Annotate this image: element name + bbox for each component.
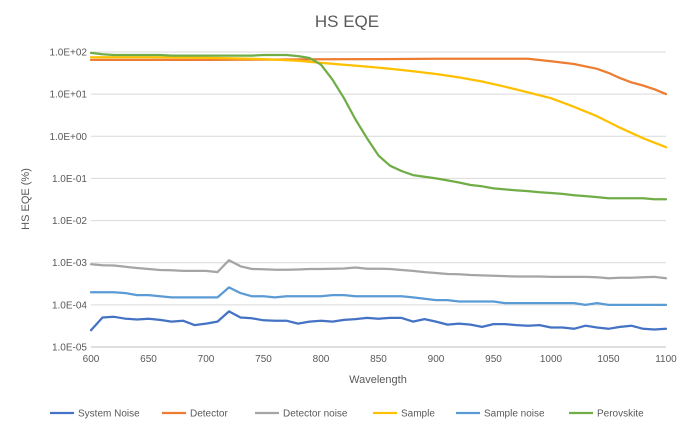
y-tick-label: 1.0E-01: [52, 174, 87, 185]
series-lines: [89, 51, 668, 332]
legend-label: Detector noise: [283, 409, 348, 420]
y-tick-label: 1.0E-04: [52, 300, 87, 311]
chart-title: HS EQE: [315, 12, 379, 31]
y-tick-label: 1.0E+02: [49, 48, 87, 59]
x-tick-label: 700: [198, 354, 215, 365]
legend: System Noise Detector Detector noise Sample…: [50, 409, 644, 420]
series-line-sample: [89, 56, 668, 149]
series-line-perovskite: [89, 51, 668, 201]
legend-label: Detector: [190, 409, 228, 420]
x-tick-label: 750: [255, 354, 272, 365]
y-tick-label: 1.0E-05: [52, 343, 87, 354]
x-tick-label: 600: [83, 354, 100, 365]
x-axis-title: Wavelength: [349, 374, 407, 386]
x-tick-label: 1000: [540, 354, 563, 365]
legend-label: Sample noise: [484, 409, 545, 420]
legend-label: System Noise: [78, 409, 140, 420]
legend-label: Sample: [401, 409, 435, 420]
series-line-sample-noise: [89, 286, 668, 307]
series-line-detector-noise: [89, 259, 668, 280]
series-line-system-noise: [89, 310, 668, 332]
y-tick-label: 1.0E+01: [49, 90, 87, 101]
legend-label: Perovskite: [597, 409, 644, 420]
y-tick-label: 1.0E-02: [52, 216, 87, 227]
x-tick-label: 850: [370, 354, 387, 365]
axes: 1.0E+02 1.0E+01 1.0E+00 1.0E-01 1.0E-02 1.0E-…: [49, 48, 677, 366]
y-tick-label: 1.0E+00: [49, 132, 87, 143]
x-tick-label: 800: [313, 354, 330, 365]
x-tick-label: 1050: [597, 354, 620, 365]
grid-lines: [91, 51, 666, 348]
x-tick-label: 950: [485, 354, 502, 365]
x-tick-label: 900: [428, 354, 445, 365]
series-line-detector: [89, 57, 668, 96]
x-tick-label: 1100: [655, 354, 677, 365]
x-tick-label: 650: [140, 354, 157, 365]
y-tick-label: 1.0E-03: [52, 258, 87, 269]
y-axis-title: HS EQE (%): [20, 168, 32, 230]
